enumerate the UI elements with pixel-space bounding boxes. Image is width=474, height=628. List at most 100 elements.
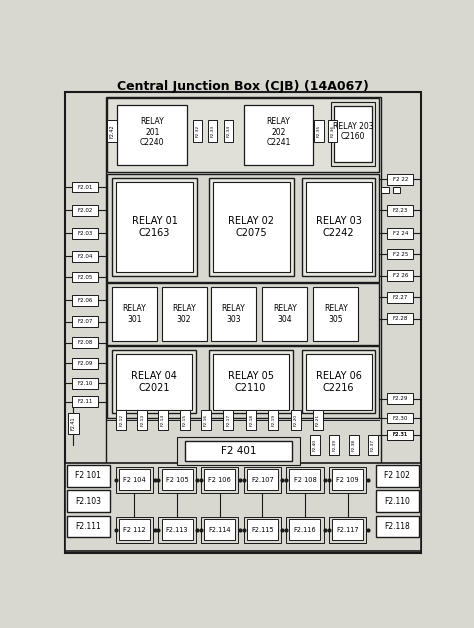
Bar xyxy=(314,120,324,141)
Text: RELAY 203
C2160: RELAY 203 C2160 xyxy=(333,122,374,141)
Text: F2.23: F2.23 xyxy=(392,208,408,213)
Bar xyxy=(291,409,301,430)
Bar xyxy=(116,517,153,543)
Bar xyxy=(208,120,218,141)
Text: F2.27: F2.27 xyxy=(392,295,408,300)
Bar xyxy=(262,287,307,341)
Bar xyxy=(201,467,238,493)
Text: F2.115: F2.115 xyxy=(251,527,273,533)
Bar xyxy=(313,287,358,341)
Bar xyxy=(107,347,379,418)
Bar xyxy=(72,228,98,239)
Bar xyxy=(116,467,153,493)
Bar xyxy=(334,106,372,161)
Text: RELAY
302: RELAY 302 xyxy=(172,305,196,324)
Bar xyxy=(72,251,98,262)
Text: F2.18: F2.18 xyxy=(249,413,254,426)
Text: F2.10: F2.10 xyxy=(77,381,92,386)
Text: F2.02: F2.02 xyxy=(77,208,92,213)
Bar xyxy=(376,516,419,538)
Text: RELAY 02
C2075: RELAY 02 C2075 xyxy=(228,216,274,238)
Bar xyxy=(329,467,366,493)
Text: F2.14: F2.14 xyxy=(161,413,165,426)
Text: F2.01: F2.01 xyxy=(77,185,92,190)
Text: F2.110: F2.110 xyxy=(384,497,410,506)
Bar xyxy=(107,99,379,171)
Bar xyxy=(387,393,413,404)
Bar xyxy=(387,413,413,423)
Text: F2 401: F2 401 xyxy=(220,446,256,456)
Bar xyxy=(387,174,413,185)
Text: F2 109: F2 109 xyxy=(336,477,359,482)
Bar xyxy=(290,469,320,490)
Bar xyxy=(72,295,98,306)
Bar xyxy=(244,467,281,493)
Text: F2.107: F2.107 xyxy=(251,477,273,482)
Text: RELAY 03
C2242: RELAY 03 C2242 xyxy=(316,216,362,238)
Text: F2.06: F2.06 xyxy=(77,298,92,303)
Bar xyxy=(72,358,98,369)
Text: F2 26: F2 26 xyxy=(392,273,408,278)
Text: RELAY
301: RELAY 301 xyxy=(123,305,146,324)
Text: F2.39: F2.39 xyxy=(332,439,337,451)
Bar xyxy=(204,519,235,541)
Bar xyxy=(387,292,413,303)
Text: F2.28: F2.28 xyxy=(392,316,408,321)
Bar xyxy=(116,181,193,273)
Text: F2.36: F2.36 xyxy=(331,125,335,137)
Bar xyxy=(72,378,98,389)
Bar xyxy=(290,519,320,541)
Text: F2.38: F2.38 xyxy=(352,439,356,451)
Text: F2.05: F2.05 xyxy=(77,274,92,279)
Bar xyxy=(201,409,211,430)
Text: RELAY
304: RELAY 304 xyxy=(273,305,297,324)
Bar xyxy=(158,467,196,493)
Bar xyxy=(204,469,235,490)
Bar xyxy=(387,430,413,440)
Bar xyxy=(72,272,98,283)
Text: F2 105: F2 105 xyxy=(166,477,189,482)
Bar xyxy=(286,517,324,543)
Bar xyxy=(67,516,109,538)
Text: F2.118: F2.118 xyxy=(384,522,410,531)
Text: F2.116: F2.116 xyxy=(293,527,316,533)
Text: F2.40: F2.40 xyxy=(313,439,317,451)
Text: F2 101: F2 101 xyxy=(75,471,101,480)
Bar xyxy=(349,435,359,455)
Bar xyxy=(387,249,413,259)
Text: F2 102: F2 102 xyxy=(384,471,410,480)
Text: F2 104: F2 104 xyxy=(123,477,146,482)
Bar xyxy=(213,354,289,409)
Bar xyxy=(72,181,98,192)
Bar xyxy=(223,409,233,430)
Bar xyxy=(119,469,150,490)
Text: F2.42: F2.42 xyxy=(109,124,114,138)
Bar xyxy=(330,102,375,166)
Bar xyxy=(162,469,192,490)
Bar xyxy=(332,469,363,490)
Text: F2.35: F2.35 xyxy=(317,125,321,137)
Text: F2.31: F2.31 xyxy=(392,433,408,438)
Bar xyxy=(107,174,379,282)
Bar xyxy=(368,435,378,455)
Text: F2.15: F2.15 xyxy=(183,413,187,426)
Bar xyxy=(106,97,381,548)
Text: F2.17: F2.17 xyxy=(226,413,230,426)
Text: F2.16: F2.16 xyxy=(204,413,208,426)
Bar xyxy=(328,120,337,141)
Bar xyxy=(310,435,320,455)
Text: F2.09: F2.09 xyxy=(77,361,92,366)
Bar xyxy=(209,350,292,413)
Text: F2.111: F2.111 xyxy=(75,522,101,531)
Bar xyxy=(213,181,290,273)
Text: F2.29: F2.29 xyxy=(392,396,408,401)
Bar xyxy=(387,270,413,281)
Text: RELAY 05
C2110: RELAY 05 C2110 xyxy=(228,371,273,392)
Bar xyxy=(116,354,192,409)
Bar xyxy=(247,519,278,541)
Bar xyxy=(313,409,323,430)
Bar xyxy=(107,120,117,141)
Bar xyxy=(112,178,197,276)
Bar xyxy=(244,517,281,543)
Text: RELAY
303: RELAY 303 xyxy=(222,305,246,324)
